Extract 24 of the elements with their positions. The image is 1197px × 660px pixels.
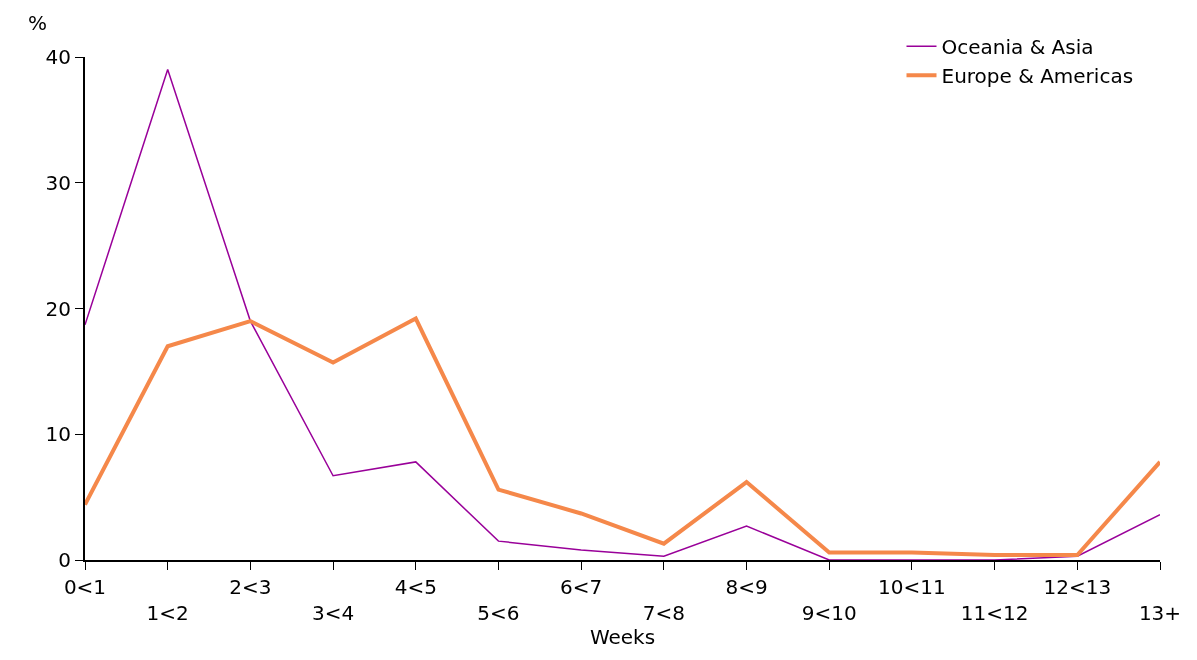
- y-axis-title: %: [28, 11, 48, 35]
- x-tick-label: 7<8: [642, 601, 685, 625]
- legend-label: Europe & Americas: [941, 64, 1134, 89]
- y-tick-label: 0: [58, 548, 71, 572]
- x-tick-label: 12<13: [1043, 575, 1112, 599]
- y-tick-label: 20: [45, 296, 71, 321]
- line-series: [85, 316, 1160, 557]
- x-tick-label: 11<12: [960, 601, 1029, 625]
- x-tick-label: 5<6: [477, 601, 520, 625]
- legend-label: Oceania & Asia: [941, 35, 1094, 60]
- x-tick-label: 2<3: [229, 575, 272, 599]
- y-tick-label: 10: [45, 422, 71, 447]
- x-tick-label: 10<11: [878, 575, 946, 599]
- y-tick-label: 30: [45, 170, 71, 195]
- x-tick-label: 1<2: [146, 601, 189, 625]
- x-tick-label: 4<5: [394, 575, 437, 599]
- x-tick-label: 0<1: [63, 575, 107, 599]
- x-tick-label: 6<7: [560, 575, 603, 599]
- x-tick-label: 13+: [1138, 601, 1182, 625]
- x-tick-label: 8<9: [725, 575, 768, 599]
- x-tick-label: 3<4: [311, 601, 355, 625]
- y-tick-label: 40: [45, 45, 71, 69]
- x-axis-title: Weeks: [589, 625, 656, 649]
- x-tick-label: 9<10: [801, 601, 857, 625]
